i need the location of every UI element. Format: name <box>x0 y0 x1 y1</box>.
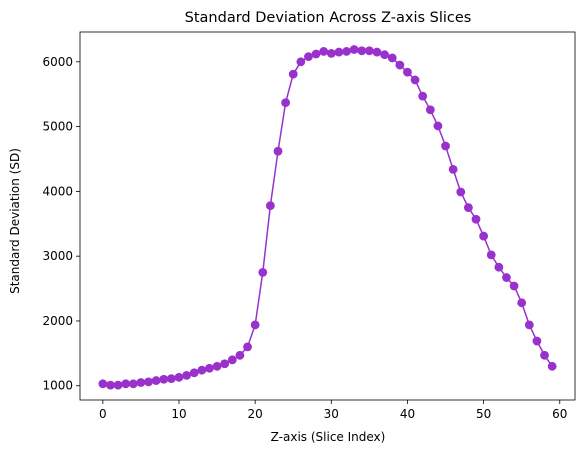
data-point <box>250 320 260 330</box>
y-tick-label: 3000 <box>42 249 73 263</box>
data-point <box>189 368 199 378</box>
data-point <box>410 75 420 85</box>
data-point <box>479 231 489 241</box>
data-point <box>311 49 321 59</box>
data-point <box>159 374 169 384</box>
data-point <box>205 363 214 373</box>
data-point <box>364 46 374 56</box>
data-point <box>197 365 207 375</box>
data-point <box>258 267 268 277</box>
data-point <box>235 350 245 360</box>
data-point <box>456 187 466 197</box>
data-point <box>136 378 146 387</box>
data-point <box>387 53 397 63</box>
plot-area: 0 10 20 30 40 50 60 1000 2000 3000 4000 5000 6000 <box>42 31 576 421</box>
x-tick-label: 60 <box>552 407 567 421</box>
data-point <box>212 361 222 371</box>
data-point <box>113 380 123 390</box>
data-point <box>532 336 542 346</box>
data-point <box>418 91 428 101</box>
data-point <box>334 47 344 57</box>
data-point <box>220 359 230 369</box>
data-point <box>273 146 283 156</box>
y-tick-label: 2000 <box>42 314 73 328</box>
data-point <box>524 320 534 330</box>
data-point <box>395 60 405 70</box>
data-point <box>144 377 153 387</box>
data-point <box>486 250 496 260</box>
y-tick-label: 5000 <box>42 120 73 134</box>
chart-title: Standard Deviation Across Z-axis Slices <box>185 10 472 26</box>
y-axis-label: Standard Deviation (SD) <box>8 148 22 294</box>
data-point <box>166 374 176 384</box>
data-point <box>540 350 549 360</box>
data-point <box>319 47 329 56</box>
data-point <box>433 121 443 131</box>
data-point <box>448 164 458 174</box>
x-tick-label: 50 <box>476 407 491 421</box>
x-tick-label: 20 <box>248 407 263 421</box>
y-tick-label: 1000 <box>42 379 73 393</box>
y-tick-label: 4000 <box>42 184 73 198</box>
data-point <box>509 281 519 291</box>
data-point <box>296 57 306 67</box>
data-point <box>182 370 192 380</box>
data-point <box>98 379 108 389</box>
data-point <box>281 98 291 108</box>
data-point <box>502 273 511 282</box>
data-point <box>265 201 275 211</box>
x-axis-label: Z-axis (Slice Index) <box>271 430 386 444</box>
data-point <box>174 372 184 382</box>
data-point <box>471 214 481 224</box>
x-tick-label: 40 <box>400 407 415 421</box>
data-point <box>227 355 237 365</box>
y-tick-label: 6000 <box>42 55 73 69</box>
data-point <box>128 379 138 389</box>
x-tick-label: 30 <box>324 407 339 421</box>
data-point <box>121 379 131 389</box>
data-point <box>151 376 161 385</box>
data-point <box>357 46 367 56</box>
data-point <box>106 380 115 390</box>
data-point <box>342 47 351 56</box>
data-point <box>349 45 359 54</box>
plot-frame <box>79 31 576 401</box>
data-point <box>304 52 313 62</box>
data-point <box>403 67 412 77</box>
x-tick-label: 0 <box>99 407 107 421</box>
data-point <box>243 342 252 352</box>
x-tick-label: 10 <box>171 407 186 421</box>
data-point <box>547 361 557 371</box>
data-point <box>517 298 527 308</box>
data-point <box>425 105 435 115</box>
data-point <box>326 48 336 58</box>
data-point <box>463 203 473 212</box>
data-point <box>372 47 382 57</box>
data-point <box>288 69 298 79</box>
data-point <box>380 50 390 60</box>
data-point <box>441 141 450 151</box>
data-point <box>494 262 504 272</box>
